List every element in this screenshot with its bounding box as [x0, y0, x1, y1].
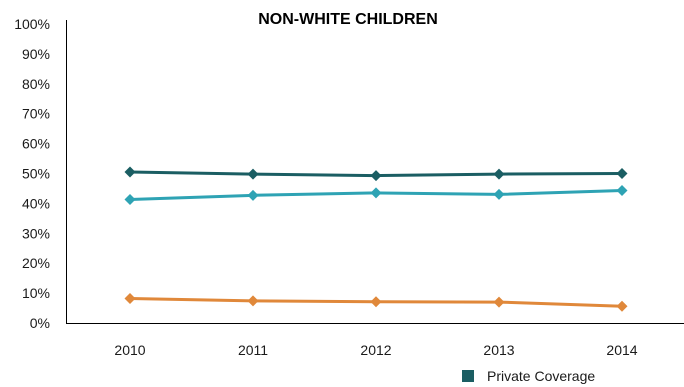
- x-tick-label: 2010: [114, 342, 145, 358]
- y-tick-label: 10%: [22, 285, 50, 301]
- y-axis-tick-labels: 0% 10% 20% 30% 40% 50% 60% 70% 80% 90% 100%: [14, 16, 50, 331]
- series-group: [124, 166, 628, 312]
- y-tick-label: 90%: [22, 46, 50, 62]
- y-tick-label: 50%: [22, 166, 50, 182]
- data-point-marker: [124, 292, 136, 304]
- x-tick-label: 2014: [606, 342, 637, 358]
- y-tick-label: 20%: [22, 255, 50, 271]
- legend-label-private-coverage: Private Coverage: [487, 368, 595, 384]
- legend: Private Coverage: [462, 368, 595, 384]
- data-point-marker: [493, 296, 505, 308]
- chart-title: NON-WHITE CHILDREN: [258, 11, 438, 28]
- data-point-marker: [616, 185, 628, 197]
- data-point-marker: [124, 166, 136, 178]
- series-2: [124, 185, 628, 206]
- legend-swatch-private-coverage: [462, 370, 474, 382]
- data-point-marker: [247, 168, 259, 180]
- y-tick-label: 70%: [22, 106, 50, 122]
- series-3: [124, 292, 628, 312]
- data-point-marker: [247, 189, 259, 201]
- y-tick-label: 40%: [22, 195, 50, 211]
- x-axis-tick-labels: 2010 2011 2012 2013 2014: [114, 342, 637, 358]
- x-tick-label: 2013: [483, 342, 514, 358]
- data-point-marker: [493, 188, 505, 200]
- y-tick-label: 80%: [22, 76, 50, 92]
- x-tick-label: 2012: [360, 342, 391, 358]
- x-tick-label: 2011: [238, 342, 268, 358]
- series-1: [124, 166, 628, 182]
- data-point-marker: [493, 168, 505, 180]
- data-point-marker: [370, 187, 382, 199]
- data-point-marker: [370, 296, 382, 308]
- data-point-marker: [124, 194, 136, 206]
- y-tick-label: 0%: [30, 315, 50, 331]
- data-point-marker: [370, 170, 382, 182]
- data-point-marker: [616, 168, 628, 179]
- y-tick-label: 100%: [14, 16, 50, 32]
- data-point-marker: [616, 300, 628, 312]
- y-tick-label: 60%: [22, 136, 50, 152]
- plot-area: [66, 20, 684, 324]
- data-point-marker: [247, 295, 259, 307]
- y-tick-label: 30%: [22, 225, 50, 241]
